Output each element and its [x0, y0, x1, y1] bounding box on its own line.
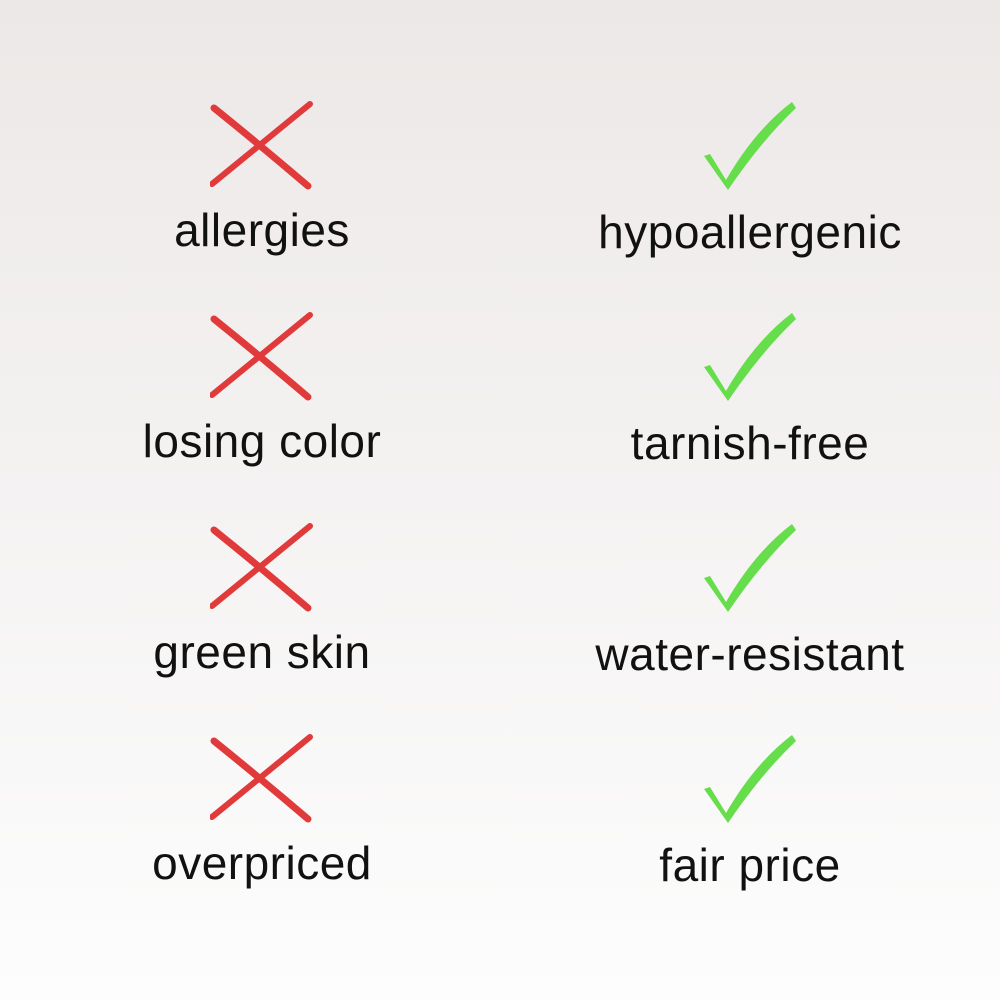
- problem-label: allergies: [174, 204, 350, 256]
- check-icon: [510, 311, 990, 408]
- cross-icon: [22, 522, 502, 617]
- solution-label: tarnish-free: [630, 417, 870, 469]
- cross-icon: [22, 733, 502, 828]
- problem-item: losing color: [22, 311, 502, 468]
- solution-label: fair price: [659, 839, 841, 891]
- check-icon: [510, 522, 990, 619]
- problem-label: losing color: [142, 415, 382, 467]
- comparison-row: green skin water-resistant: [0, 522, 1000, 732]
- solution-item: tarnish-free: [510, 311, 990, 470]
- check-icon: [510, 733, 990, 830]
- solution-label: water-resistant: [595, 628, 905, 680]
- comparison-row: losing color tarnish-free: [0, 311, 1000, 521]
- comparison-row: overpriced fair price: [0, 733, 1000, 943]
- solution-item: water-resistant: [510, 522, 990, 681]
- comparison-row: allergies hypoallergenic: [0, 100, 1000, 310]
- cross-icon: [22, 311, 502, 406]
- problem-label: overpriced: [152, 837, 372, 889]
- solution-label: hypoallergenic: [598, 206, 902, 258]
- cross-icon: [22, 100, 502, 195]
- solution-item: fair price: [510, 733, 990, 892]
- problem-label: green skin: [153, 626, 371, 678]
- problem-item: allergies: [22, 100, 502, 257]
- problem-item: green skin: [22, 522, 502, 679]
- check-icon: [510, 100, 990, 197]
- problem-item: overpriced: [22, 733, 502, 890]
- solution-item: hypoallergenic: [510, 100, 990, 259]
